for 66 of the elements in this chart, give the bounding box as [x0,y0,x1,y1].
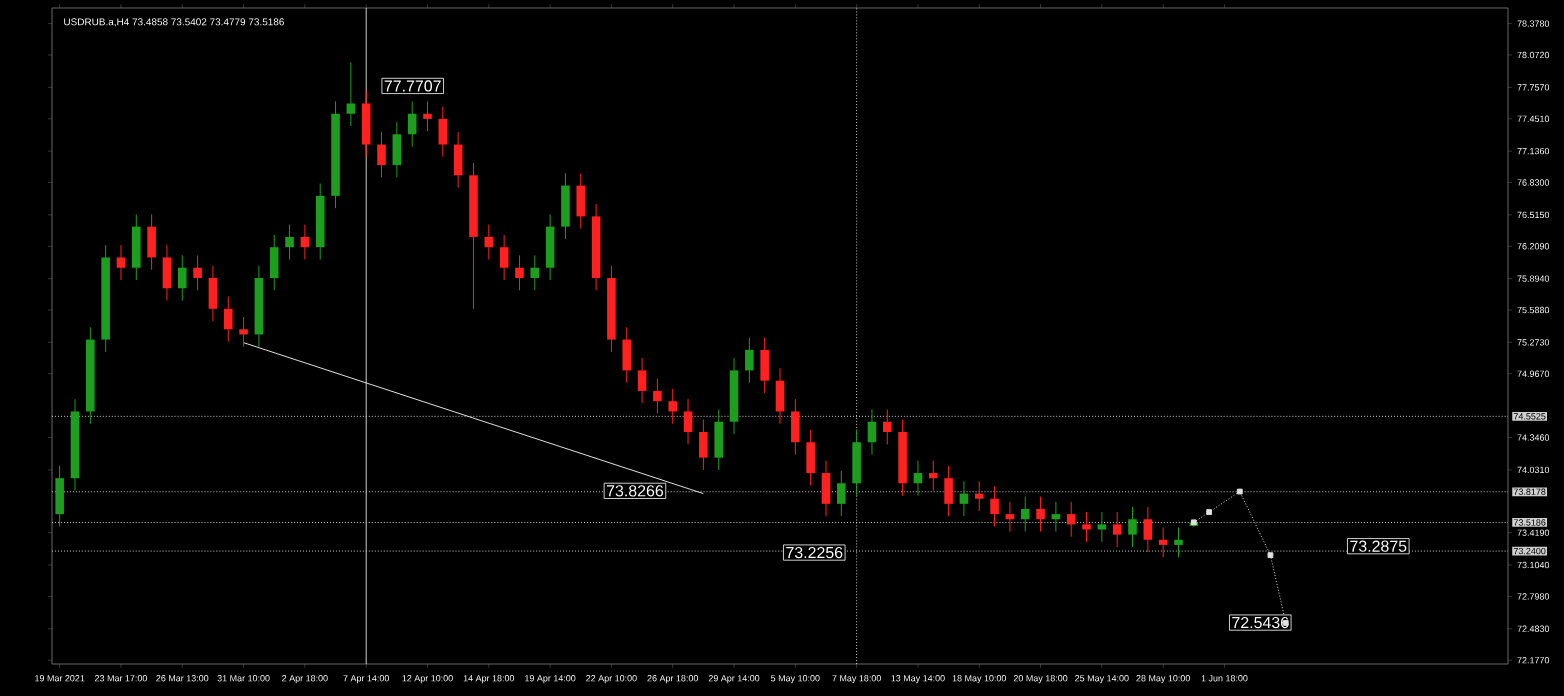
candlestick [177,254,187,302]
candlestick [499,234,509,281]
candlestick [974,480,984,512]
candlestick [990,485,999,527]
candlestick [1066,501,1076,538]
candlestick [116,244,126,281]
candlestick [576,172,586,230]
candlestick [377,131,386,178]
candlestick [852,429,861,497]
candlestick [361,90,371,158]
candlestick [545,213,555,281]
candlestick [1005,501,1015,533]
candlestick [882,408,892,445]
candlestick [269,234,279,291]
candlestick [132,213,141,281]
candlestick [760,337,769,394]
candlestick [1174,526,1183,558]
candlestick [837,470,846,517]
candlestick [208,265,218,322]
candlestick [1112,511,1122,548]
candlestick [1051,501,1061,533]
candlestick [683,398,693,445]
candlestick [1020,496,1030,533]
candlestick [637,357,647,404]
point [1267,552,1274,559]
candlestick [913,460,923,497]
candlestick [867,408,877,456]
candlestick [1036,496,1045,533]
candlestick [530,254,540,291]
candlestick [392,121,402,178]
candlestick [668,388,678,425]
candlestick [285,224,294,261]
candlestick [821,460,831,517]
candlestick [928,460,938,491]
candlestick [1158,526,1168,558]
candlestick [775,367,785,425]
candlestick [300,224,310,261]
candlestick [438,106,448,158]
candlestick [1128,506,1137,548]
candlestick [944,465,953,517]
candlestick [346,61,356,127]
candlestick [714,408,723,471]
point [1236,488,1243,495]
candlestick [407,100,417,148]
candlestick [484,224,494,261]
candlestick [55,465,64,527]
candlestick [653,378,662,415]
candlestick [147,213,156,271]
candlestick [162,244,172,302]
candlestick [515,254,524,291]
candlestick [791,398,800,456]
candlestick [1143,506,1153,553]
candlestick [561,172,570,240]
candlestick [223,295,233,343]
candlestick [239,316,248,348]
candlestick [453,131,463,189]
candlestick [193,254,202,291]
candlestick [745,337,754,384]
candlestick [959,480,969,517]
candlestick [423,100,432,132]
candlestick [1097,511,1107,543]
candlestick [622,326,632,384]
point [1206,509,1213,515]
candlestick [1082,511,1091,543]
candlestick [699,419,708,471]
candlestick [806,429,815,486]
